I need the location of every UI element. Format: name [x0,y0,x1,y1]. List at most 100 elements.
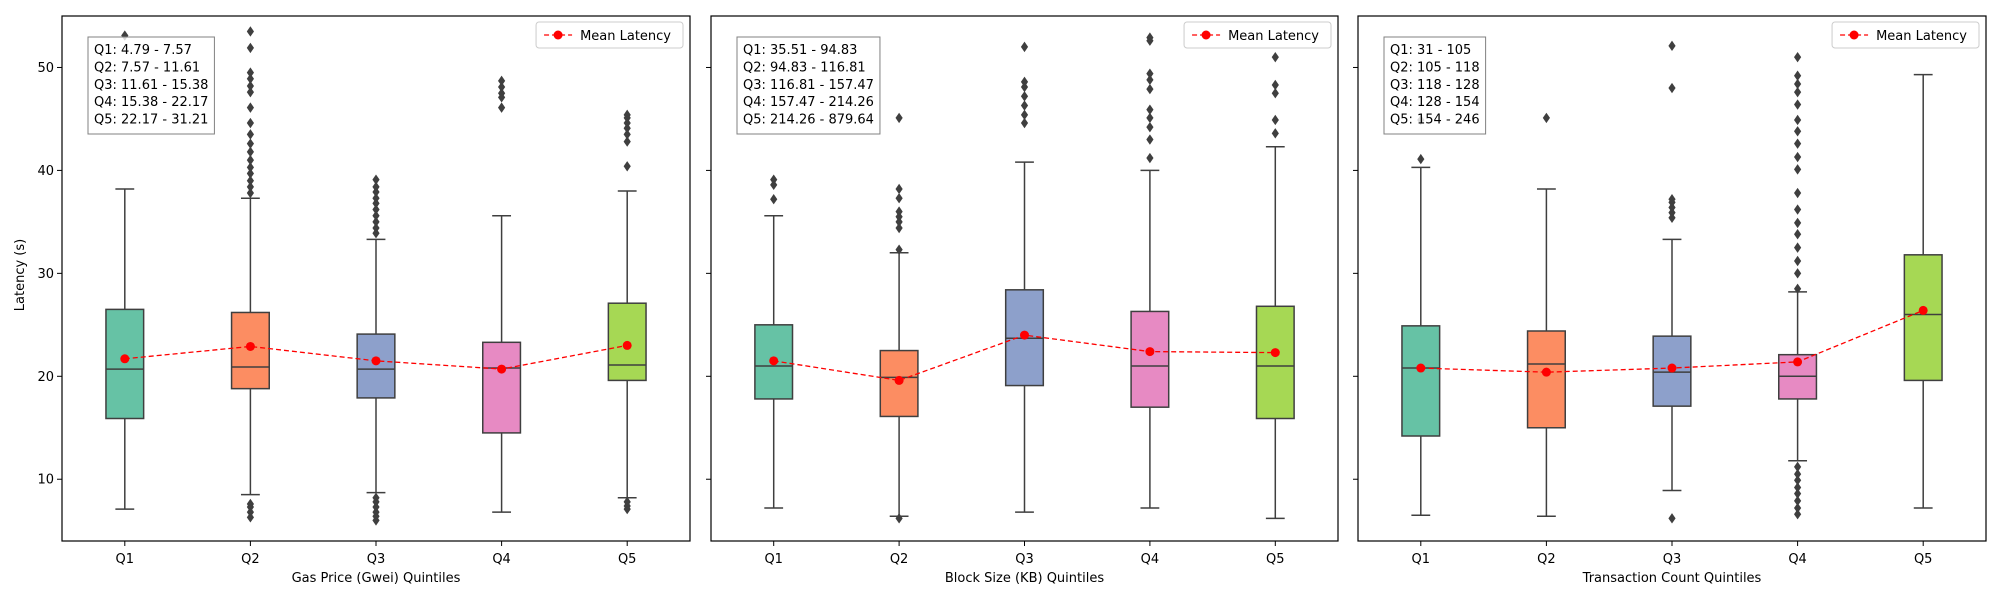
outlier-point [623,129,631,140]
outlier-point [1271,128,1279,139]
quintile-range-line: Q3: 118 - 128 [1390,78,1480,93]
outlier-point [1794,268,1802,279]
quintile-range-line: Q2: 7.57 - 11.61 [94,60,200,75]
quintile-range-line: Q3: 11.61 - 15.38 [94,78,208,93]
outlier-point [1146,152,1154,164]
outlier-point [1020,41,1029,53]
outlier-point [1020,100,1029,111]
outlier-point [498,102,506,113]
x-tick-label: Q2 [890,552,909,567]
outlier-point [1146,68,1154,79]
legend: Mean Latency [535,21,684,49]
outlier-point [1794,78,1802,90]
mean-point [1793,357,1803,367]
outlier-point [1794,461,1802,473]
outlier-point [246,181,254,193]
outlier-point [246,187,254,199]
outlier-point [1020,117,1029,129]
box-q3 [356,174,396,526]
outlier-point [372,174,380,185]
box-iqr [105,308,145,420]
box-q4 [1778,51,1818,520]
quintile-range-line: Q1: 31 - 105 [1390,43,1471,58]
outlier-point [1146,134,1154,145]
legend-marker [1201,30,1211,40]
x-tick-label: Q5 [618,552,637,567]
box-iqr [1401,325,1441,437]
legend-label: Mean Latency [1876,29,1967,44]
outlier-point [1794,164,1802,175]
outlier-point [1794,126,1802,137]
outlier-point [1271,88,1279,99]
y-tick-label: 10 [37,473,54,488]
mean-point [371,356,381,366]
quintile-range-line: Q5: 214.26 - 879.64 [743,113,874,128]
x-tick-label: Q3 [1015,552,1034,567]
outlier-point [1146,121,1154,133]
box-q4 [482,75,522,513]
outlier-point [1020,76,1029,88]
outlier-point [246,162,254,173]
outlier-point [1794,509,1802,520]
outlier-point [1794,138,1802,149]
mean-point [1270,348,1280,358]
outlier-point [1794,51,1802,63]
outlier-point [372,222,380,234]
chart-panel-2: Q1 Q2 Q3 Q4 Q5 Block Size (KB) Quintiles Q1: 3… [706,15,1339,586]
box-iqr [1903,254,1943,382]
outlier-point [246,168,254,179]
x-tick-label: Q2 [241,552,260,567]
outlier-point [895,183,903,195]
y-tick-label: 30 [37,267,54,282]
outlier-point [498,75,506,87]
outlier-point [1020,109,1029,121]
annotation-frame [1383,36,1487,135]
legend-label: Mean Latency [1228,29,1319,44]
outlier-point [246,154,254,166]
y-tick-label: 40 [37,164,54,179]
box-q5 [607,109,647,515]
x-tick-label: Q2 [1537,552,1556,567]
outlier-point [1794,70,1802,81]
x-tick-label: Q4 [492,552,511,567]
outlier-point [623,136,631,147]
outlier-point [770,194,778,205]
box-q4 [1130,32,1170,509]
quintile-range-line: Q4: 128 - 154 [1390,95,1480,110]
outlier-point [623,161,631,172]
outlier-point [372,181,380,193]
quintile-range-line: Q1: 35.51 - 94.83 [743,43,857,58]
outlier-point [1794,482,1802,493]
legend-frame [1831,21,1980,49]
outlier-point [1794,255,1802,267]
box-q5 [1255,29,1295,520]
outlier-point [1794,502,1802,514]
quintile-range-line: Q4: 157.47 - 214.26 [743,95,874,110]
outlier-point [246,67,254,78]
outlier-point [1271,51,1279,63]
outlier-point [1794,495,1802,507]
outlier-point [246,26,254,37]
box-iqr [482,341,522,434]
quintile-ranges-box: Q1: 4.79 - 7.57 Q2: 7.57 - 11.61 Q3: 11.61… [87,36,215,135]
mean-point [1667,363,1677,373]
outlier-point [895,206,903,217]
mean-point [1918,305,1928,315]
outlier-point [1794,242,1802,253]
outlier-point [623,109,631,121]
box-iqr [1130,310,1170,408]
outlier-point [1668,194,1676,205]
mean-point [622,340,632,350]
y-axis-label: Latency (s) [13,239,28,311]
outlier-point [246,175,254,186]
legend-frame [1183,21,1332,49]
outlier-point [1794,204,1802,215]
box-q1 [1401,114,1441,517]
outlier-point [1146,104,1154,115]
outlier-point [246,102,254,113]
annotation-frame [87,36,215,135]
outlier-point [372,492,380,503]
outlier-point [1020,91,1029,102]
outlier-point [246,129,254,140]
outlier-point [1668,513,1676,524]
